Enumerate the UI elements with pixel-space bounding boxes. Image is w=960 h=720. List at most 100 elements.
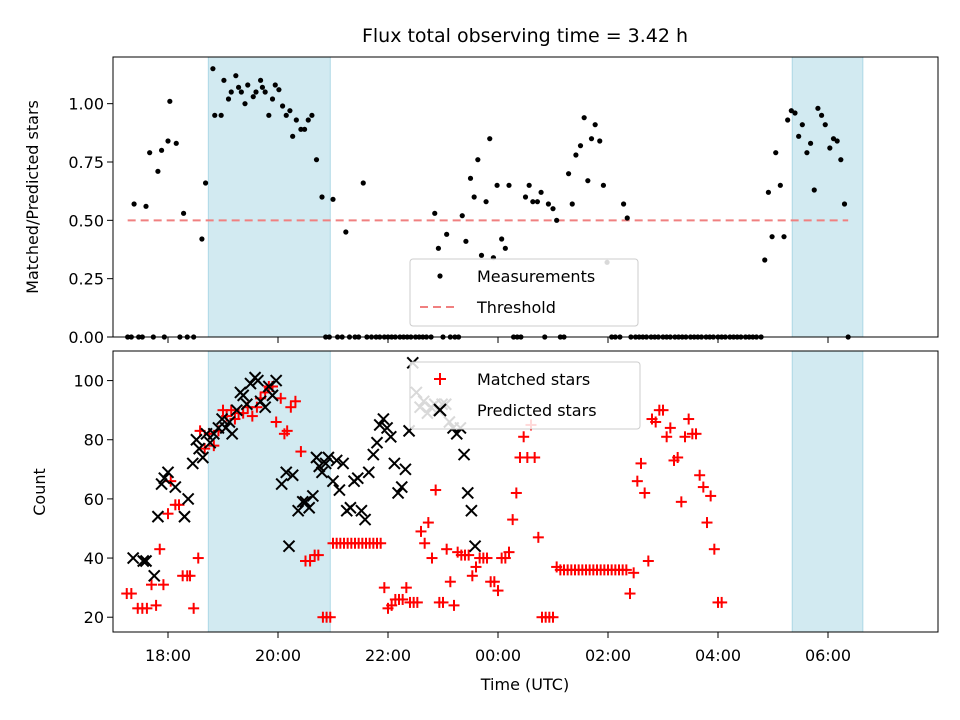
predicted-star-point	[351, 471, 364, 485]
matched-star-point	[146, 579, 157, 591]
matched-star-point	[289, 395, 301, 407]
predicted-star-point	[358, 513, 372, 526]
legend-matched-label: Matched stars	[477, 370, 590, 389]
predicted-star-point	[240, 398, 254, 411]
legend-predicted-marker	[433, 403, 447, 417]
measurement-point	[293, 117, 299, 123]
measurement-point	[276, 87, 282, 93]
matched-star-point	[518, 431, 530, 443]
matched-star-point	[503, 546, 515, 558]
predicted-star-point	[139, 554, 153, 568]
measurement-point	[238, 89, 244, 95]
measurement-point	[773, 150, 779, 156]
x-tick-label: 04:00	[695, 646, 741, 665]
measurement-point	[233, 73, 239, 79]
predicted-star-point	[384, 430, 397, 443]
measurement-point	[173, 140, 179, 146]
predicted-star-point	[203, 436, 217, 449]
measurement-point	[592, 122, 598, 128]
predicted-star-point	[306, 489, 320, 503]
measurement-point	[530, 199, 536, 205]
matched-star-point	[184, 570, 196, 582]
predicted-star-point	[169, 480, 182, 494]
predicted-star-point	[225, 427, 239, 441]
top-panel: 0.00 0.25 0.50 0.75 1.00 Matched/Predicted s…	[23, 56, 939, 347]
measurement-point	[253, 89, 259, 95]
bottom-axes-frame	[112, 350, 939, 633]
top-shaded-intervals	[207, 57, 864, 337]
bottom-x-ticks: 18:00 20:00 22:00 00:00 02:00 04:00 06:00	[145, 632, 851, 665]
predicted-star-point	[126, 551, 140, 565]
measurement-point	[777, 182, 783, 188]
predicted-star-point	[362, 466, 375, 479]
measurement-point	[827, 145, 833, 151]
predicted-star-point	[326, 474, 340, 488]
measurement-point	[199, 236, 205, 242]
measurement-point	[259, 84, 266, 90]
matched-star-point	[694, 469, 706, 481]
predicted-star-point	[377, 412, 390, 426]
measurement-point	[478, 252, 485, 258]
predicted-star-point	[468, 540, 482, 553]
predicted-star-point	[355, 504, 368, 517]
measurement-point	[301, 126, 308, 132]
predicted-star-point	[148, 569, 161, 583]
matched-star-point	[499, 552, 511, 564]
bottom-legend: Matched stars Predicted stars	[409, 361, 641, 430]
predicted-star-point	[450, 427, 463, 441]
measurement-point	[796, 133, 802, 139]
measurement-point	[600, 182, 607, 188]
matched-star-point	[312, 549, 324, 561]
matched-star-point	[400, 582, 412, 594]
predicted-star-point	[461, 486, 474, 500]
matched-star-point	[281, 425, 293, 437]
measurement-points	[125, 66, 851, 340]
x-tick-label: 22:00	[365, 646, 411, 665]
measurement-point	[158, 147, 165, 153]
top-y-ticks: 0.00 0.25 0.50 0.75 1.00	[68, 95, 113, 347]
measurement-point	[838, 157, 844, 163]
predicted-star-point	[291, 504, 305, 517]
measurement-point	[343, 229, 349, 235]
bottom-y-tick-label: 80	[84, 431, 104, 450]
top-y-tick-label: 0.00	[68, 328, 104, 347]
measurement-point	[279, 103, 286, 109]
measurement-point	[522, 194, 529, 200]
predicted-star-point	[258, 400, 272, 414]
matched-star-point	[397, 593, 409, 605]
matched-star-point	[672, 451, 684, 463]
matched-star-point	[188, 602, 200, 614]
x-tick-label: 02:00	[585, 646, 631, 665]
predicted-star-point	[266, 389, 279, 402]
top-legend: Measurements Threshold	[409, 258, 639, 327]
measurement-point	[235, 84, 242, 90]
measurement-point	[804, 150, 810, 156]
shaded-interval	[208, 57, 331, 337]
matched-star-point	[411, 596, 423, 608]
predicted-star-point	[373, 418, 386, 432]
predicted-star-point	[186, 457, 199, 470]
matched-star-point	[285, 401, 297, 413]
legend-measurement-marker	[437, 273, 443, 279]
matched-star-point	[664, 422, 676, 434]
predicted-star-point	[388, 457, 401, 470]
measurement-point	[202, 180, 209, 186]
x-tick-label: 00:00	[475, 646, 521, 665]
predicted-star-point	[215, 412, 229, 426]
measurement-point	[305, 117, 311, 123]
measurement-point	[494, 182, 500, 188]
matched-star-point	[419, 537, 431, 549]
figure-title: Flux total observing time = 3.42 h	[362, 25, 688, 47]
measurement-point	[534, 199, 541, 205]
matched-star-point	[304, 555, 316, 567]
measurement-point	[272, 82, 278, 88]
matched-star-point	[650, 416, 662, 428]
measurement-point	[262, 89, 268, 95]
measurement-point	[475, 157, 481, 163]
top-legend-box	[409, 258, 639, 327]
matched-star-point	[162, 508, 174, 520]
predicted-star-point	[151, 510, 165, 523]
measurement-point	[554, 217, 560, 223]
x-tick-label: 18:00	[145, 646, 191, 665]
